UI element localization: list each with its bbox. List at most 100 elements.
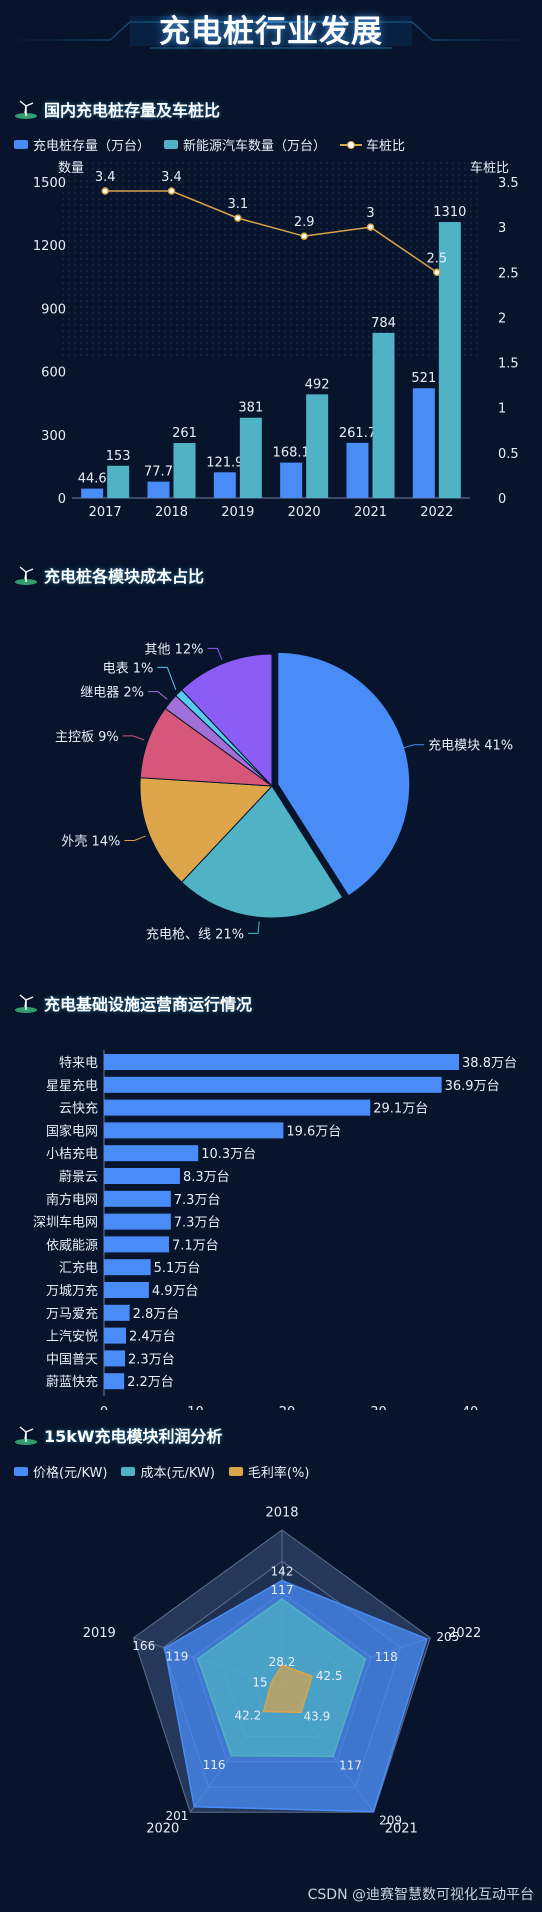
- legend-item-ev[interactable]: 新能源汽车数量（万台）: [164, 135, 326, 154]
- stock-bar: [147, 481, 170, 498]
- category-label: 南方电网: [46, 1192, 98, 1208]
- y-axis-title: 数量: [58, 161, 84, 176]
- category-label: 星星充电: [46, 1078, 98, 1094]
- operator-bar: [104, 1236, 169, 1253]
- radar-value-label: 42.2: [235, 1709, 262, 1723]
- operator-bar: [104, 1373, 125, 1390]
- world-dot-background: [60, 160, 480, 360]
- pie-slice-label: 充电枪、线 21%: [146, 926, 244, 942]
- stock-bar-label: 261.7: [339, 426, 376, 441]
- ratio-point: [167, 187, 176, 195]
- category-label: 汇充电: [59, 1260, 98, 1276]
- pie-slice-label: 继电器 2%: [80, 686, 144, 701]
- radar-value-label: 116: [203, 1758, 226, 1772]
- ratio-label: 2.5: [426, 251, 447, 266]
- pie-leader-line: [207, 647, 223, 660]
- ratio-point: [433, 268, 441, 277]
- category-label: 蔚蓝快充: [46, 1374, 98, 1390]
- section-title-profit: 15kW充电模块利润分析: [14, 1422, 223, 1448]
- ev-bar: [239, 417, 262, 498]
- stock-bar-label: 77.7: [144, 465, 173, 480]
- y-right-tick-label: 3: [498, 221, 506, 236]
- ratio-label: 3: [366, 206, 374, 221]
- section-title-stock: 国内充电桩存量及车桩比: [14, 96, 220, 122]
- section-title-text: 充电基础设施运营商运行情况: [44, 995, 253, 1014]
- section-title-text: 国内充电桩存量及车桩比: [44, 101, 221, 120]
- y-tick-label: 1500: [33, 176, 66, 191]
- watermark: CSDN @迪赛智慧数可视化互动平台: [307, 1887, 534, 1903]
- radar-value-label: 209: [379, 1814, 402, 1828]
- pie-leader-line: [157, 666, 177, 691]
- operator-bar-label: 29.1万台: [373, 1102, 428, 1117]
- radar-value-label: 166: [132, 1639, 155, 1653]
- operator-bar: [104, 1327, 126, 1344]
- stock-bar: [346, 442, 369, 498]
- ev-bar: [438, 222, 461, 498]
- operator-bar: [104, 1190, 171, 1207]
- category-label: 依威能源: [46, 1238, 98, 1253]
- stock-bar: [280, 462, 303, 498]
- operator-bar-label: 5.1万台: [154, 1261, 201, 1276]
- operator-bar-label: 2.8万台: [133, 1307, 180, 1322]
- y-tick-label: 1200: [33, 239, 66, 254]
- radar-series-area: [262, 1664, 313, 1714]
- wind-turbine-icon: [15, 566, 37, 585]
- pie-slice: [180, 785, 344, 919]
- x-tick-label: 2017: [89, 505, 122, 520]
- operator-bar: [104, 1213, 171, 1230]
- operator-bar: [104, 1350, 126, 1367]
- radar-value-label: 28.2: [269, 1655, 296, 1669]
- stock-bar: [412, 388, 435, 498]
- ratio-point: [234, 214, 242, 222]
- operator-bar: [104, 1054, 460, 1070]
- pie-slice-label: 其他 12%: [144, 642, 203, 657]
- category-label: 中国普天: [46, 1352, 98, 1367]
- legend-item-margin[interactable]: 毛利率(%): [228, 1462, 309, 1481]
- operator-bar-label: 7.1万台: [172, 1238, 219, 1253]
- x-tick-label: 10: [187, 1405, 204, 1410]
- operator-bar-label: 2.3万台: [128, 1352, 175, 1367]
- chart1-legend: 充电桩存量（万台） 新能源汽车数量（万台） 车桩比: [14, 135, 419, 154]
- ev-bar-label: 1310: [433, 205, 466, 220]
- ratio-label: 2.9: [294, 215, 315, 230]
- legend-item-ratio[interactable]: 车桩比: [340, 135, 405, 154]
- operator-bar: [104, 1304, 130, 1321]
- stock-bar: [81, 488, 104, 498]
- category-label: 特来电: [59, 1056, 98, 1071]
- x-tick-label: 30: [370, 1405, 387, 1410]
- x-tick-label: 2020: [288, 505, 321, 520]
- pie-leader-line: [402, 744, 425, 749]
- pie-leader-line: [124, 835, 146, 841]
- radar-axis-label: 2018: [265, 1505, 298, 1520]
- y-right-tick-label: 2: [498, 311, 506, 326]
- category-label: 上汽安悦: [46, 1330, 98, 1345]
- operator-bar: [104, 1168, 180, 1184]
- wind-turbine-icon: [15, 100, 37, 119]
- category-label: 万城万充: [46, 1283, 98, 1299]
- ratio-label: 3.1: [227, 197, 248, 212]
- legend-item-stock[interactable]: 充电桩存量（万台）: [14, 135, 150, 154]
- operator-bar-label: 2.4万台: [129, 1330, 176, 1345]
- ratio-point: [101, 187, 109, 195]
- operator-bar-label: 7.3万台: [174, 1193, 221, 1208]
- category-label: 深圳车电网: [33, 1215, 98, 1231]
- legend-item-price[interactable]: 价格(元/KW): [14, 1462, 107, 1481]
- y-axis-right-title: 车桩比: [470, 160, 509, 176]
- section-title-cost: 充电桩各模块成本占比: [14, 562, 204, 588]
- y-right-tick-label: 1: [498, 402, 506, 417]
- ev-bar-label: 153: [106, 449, 131, 464]
- stock-bar: [213, 472, 236, 498]
- section-title-text: 15kW充电模块利润分析: [44, 1427, 223, 1446]
- stock-bar-label: 521: [411, 371, 436, 386]
- y-tick-label: 0: [58, 492, 66, 507]
- stock-bar-label: 44.6: [78, 472, 107, 487]
- radar-value-label: 15: [252, 1675, 267, 1689]
- category-label: 蔚景云: [59, 1170, 98, 1185]
- operator-bar: [104, 1122, 284, 1139]
- category-label: 云快充: [59, 1101, 98, 1117]
- pie-leader-line: [248, 921, 260, 934]
- radar-value-label: 42.5: [316, 1669, 343, 1683]
- operator-bar-label: 8.3万台: [183, 1170, 230, 1185]
- legend-item-cost[interactable]: 成本(元/KW): [121, 1462, 215, 1481]
